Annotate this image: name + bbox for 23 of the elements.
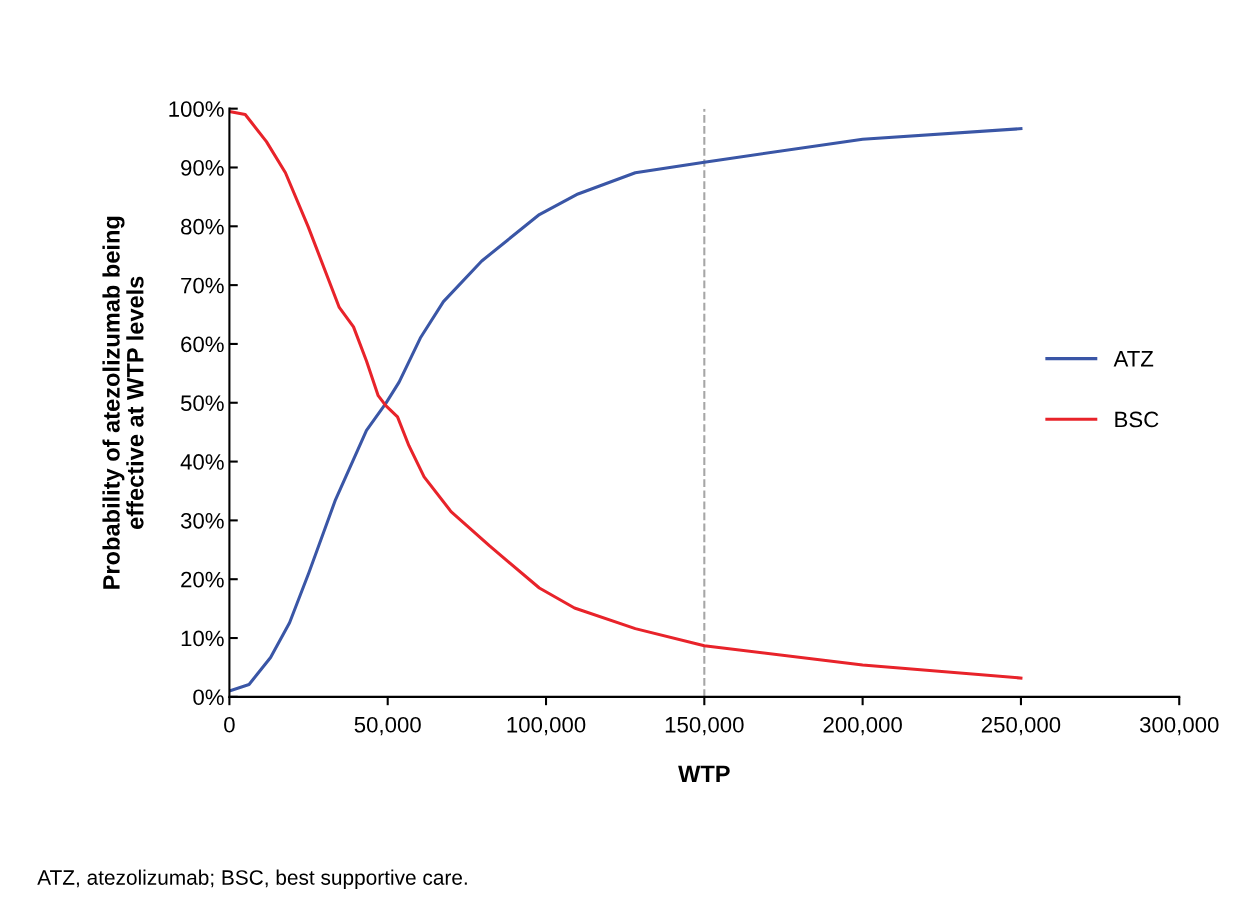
y-tick-label: 30% bbox=[180, 512, 224, 529]
y-tick-label: 50% bbox=[180, 395, 224, 412]
x-tick-label: 250,000 bbox=[981, 716, 1061, 736]
x-tick-label: 150,000 bbox=[665, 716, 744, 736]
y-tick-label: 70% bbox=[181, 277, 224, 294]
x-axis-title: WTP bbox=[678, 765, 730, 782]
x-tick-label: 50,000 bbox=[354, 716, 421, 736]
y-axis-title: Probability of atezolizumab being effective at WTP levels bbox=[102, 216, 144, 589]
x-tick-label: 0 bbox=[224, 716, 235, 733]
x-tick-label: 100,000 bbox=[507, 716, 586, 736]
y-tick-label: 90% bbox=[181, 160, 224, 176]
y-tick-label: 60% bbox=[181, 336, 224, 353]
y-tick-label: 80% bbox=[181, 218, 224, 235]
legend-label: BSC bbox=[1115, 411, 1159, 428]
y-tick-label: 0% bbox=[193, 689, 224, 706]
y-tick-label: 100% bbox=[169, 101, 224, 117]
x-tick-label: 200,000 bbox=[823, 716, 902, 736]
y-tick-label: 20% bbox=[181, 571, 224, 588]
x-tick-label: 300,000 bbox=[1139, 716, 1219, 736]
y-tick-label: 40% bbox=[180, 454, 224, 470]
text: ATZ, atezolizumab; BSC, best supportive care. bbox=[37, 869, 467, 890]
legend-label: ATZ bbox=[1113, 351, 1154, 367]
y-tick-label: 10% bbox=[181, 630, 224, 647]
